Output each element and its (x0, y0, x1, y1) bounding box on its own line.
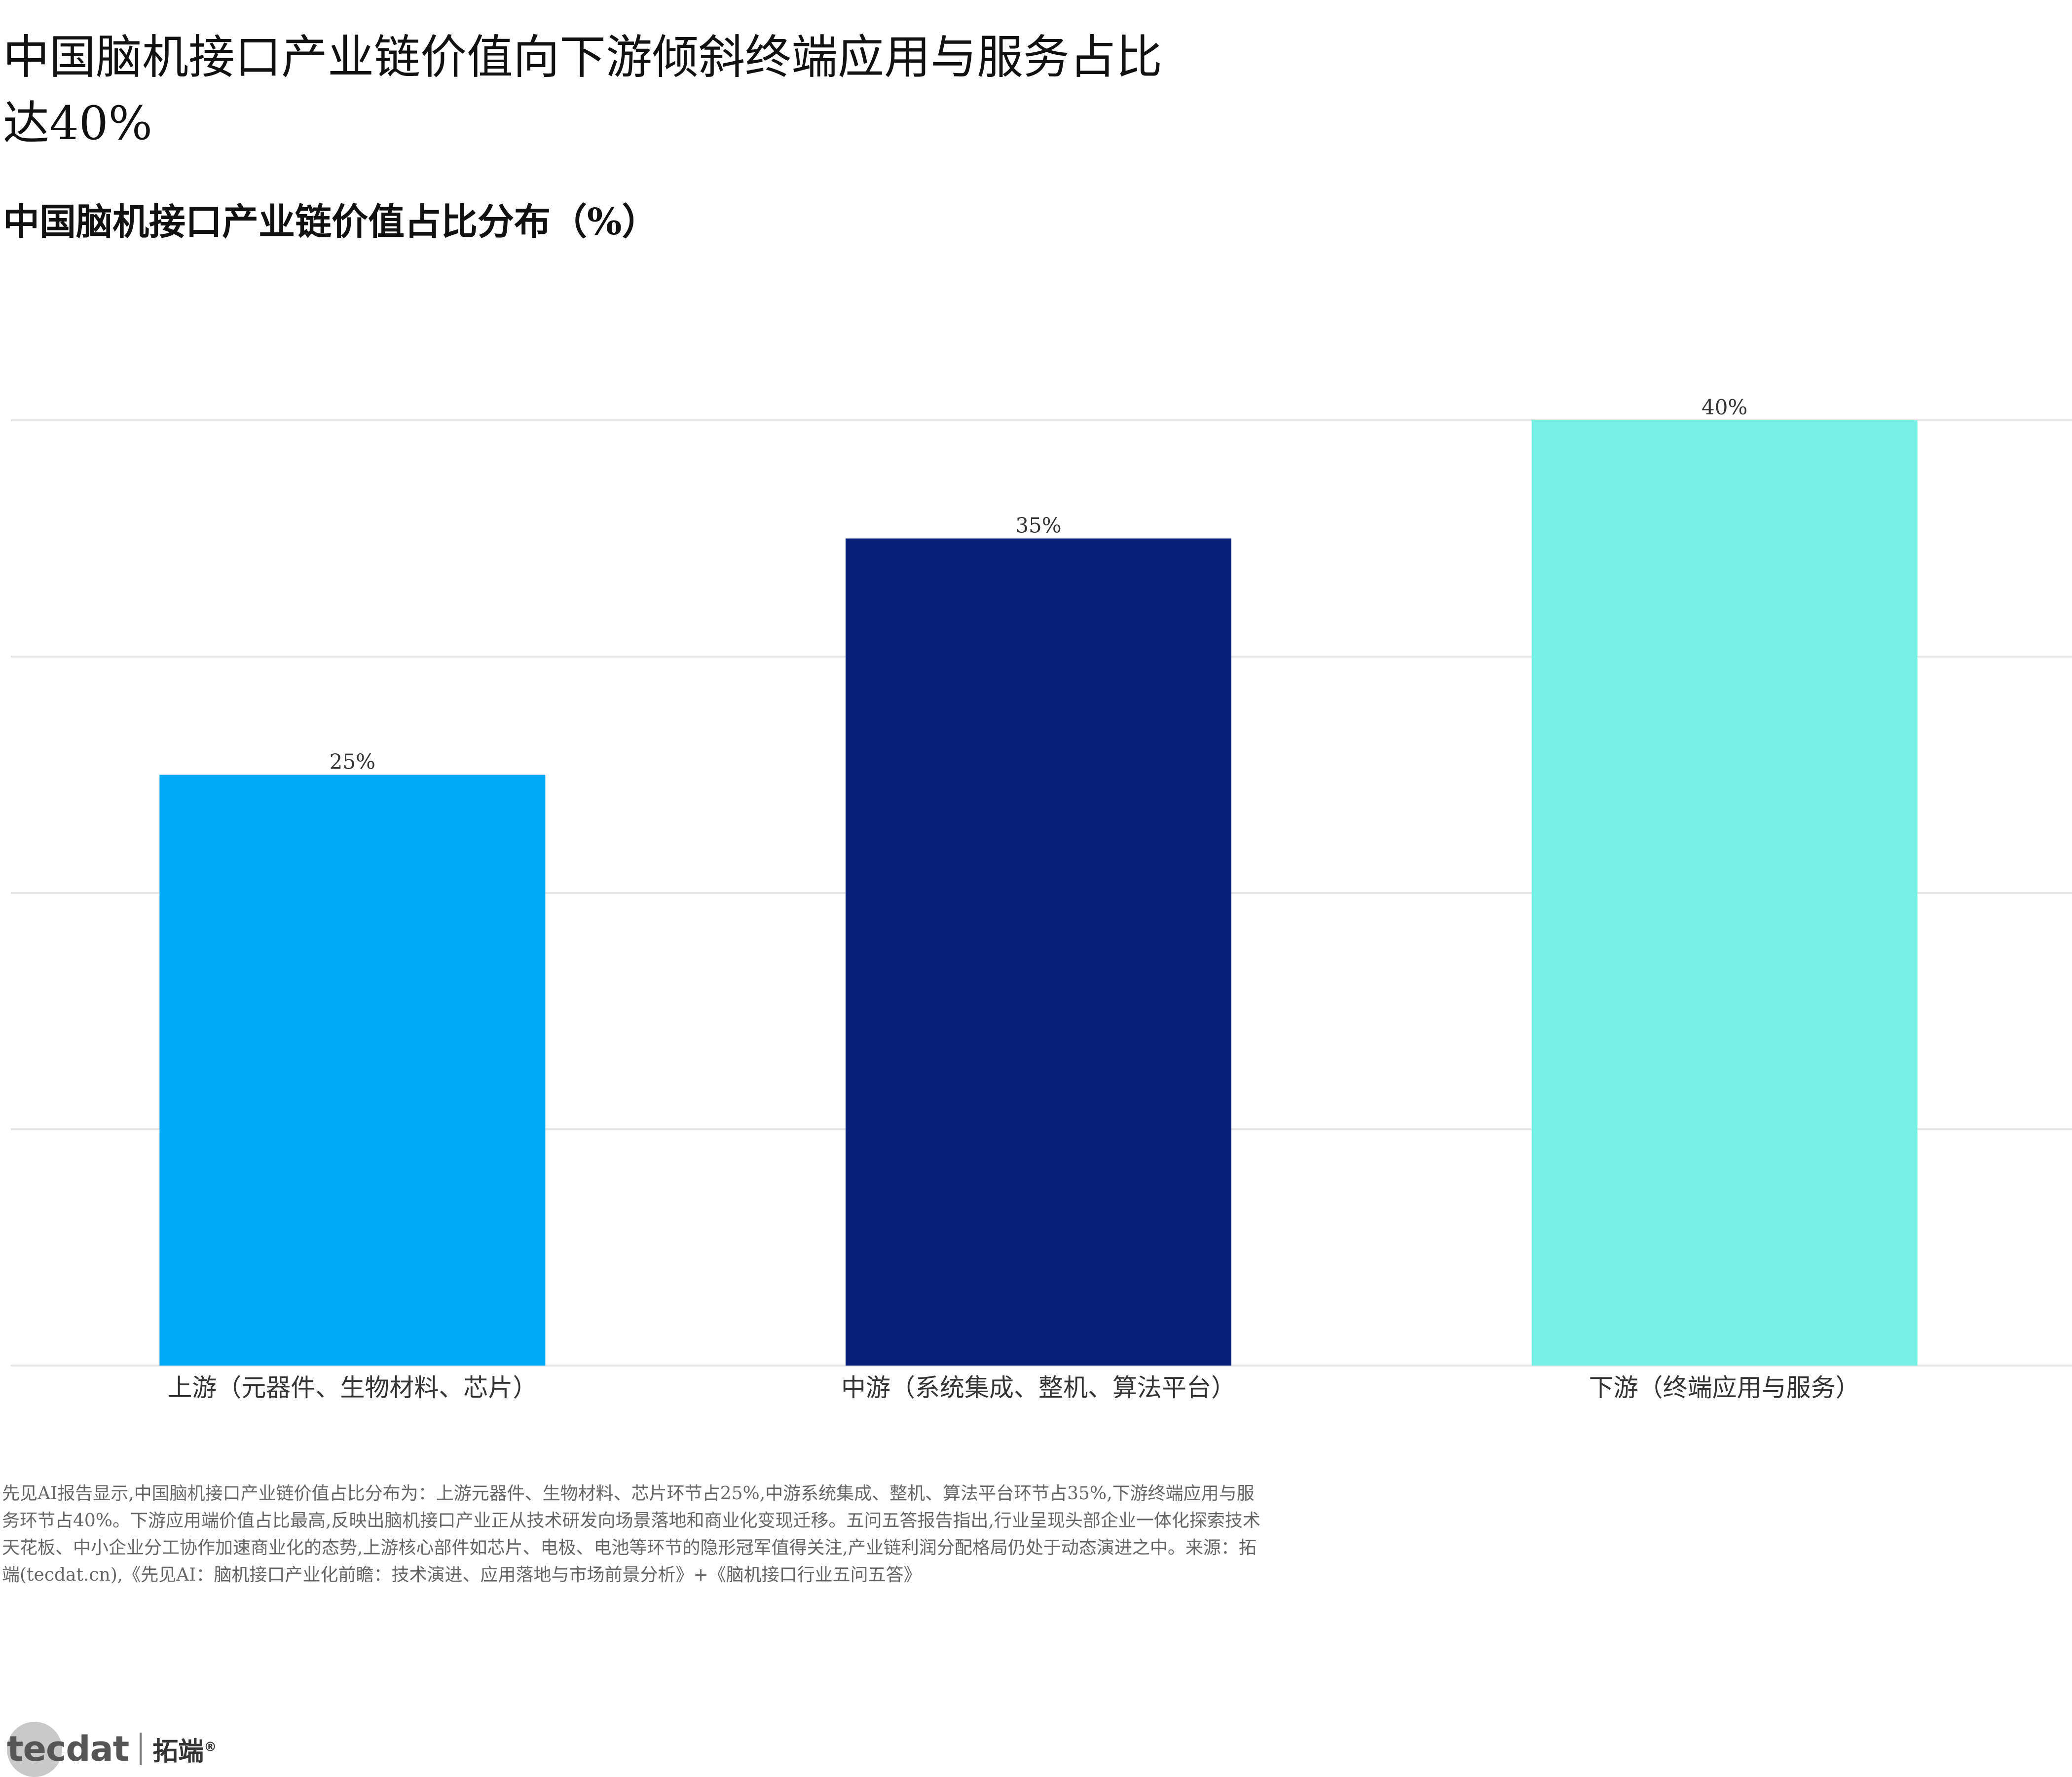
chart-subtitle: 中国脑机接口产业链价值占比分布（%） (3, 201, 659, 243)
logo-divider (140, 1733, 142, 1765)
chart-caption: 先见AI报告显示,中国脑机接口产业链价值占比分布为：上游元器件、生物材料、芯片环… (2, 1483, 1260, 1585)
x-tick-label: 中游（系统集成、整机、算法平台） (841, 1373, 1236, 1402)
x-tick-label: 下游（终端应用与服务） (1589, 1373, 1860, 1402)
bar-2 (846, 538, 1231, 1366)
logo-wordmark: tecdat (7, 1729, 129, 1769)
bar-1 (159, 775, 546, 1366)
bar-value-label: 25% (330, 750, 375, 774)
bar-3 (1531, 420, 1918, 1366)
x-tick-label: 上游（元器件、生物材料、芯片） (167, 1373, 537, 1402)
chart-title: 中国脑机接口产业链价值向下游倾斜终端应用与服务占比达40% (3, 31, 1163, 150)
logo-circle-mark (7, 1722, 62, 1777)
logo-chinese-name: 拓端® (152, 1737, 217, 1767)
tecdat-logo: tecdat 拓端® (2, 1722, 217, 1777)
bar-value-label: 35% (1015, 514, 1061, 538)
bar-value-label: 40% (1702, 395, 1747, 419)
bar-chart: 25% 上游（元器件、生物材料、芯片） 35% 中游（系统集成、整机、算法平台） 40%… (11, 395, 2072, 1402)
